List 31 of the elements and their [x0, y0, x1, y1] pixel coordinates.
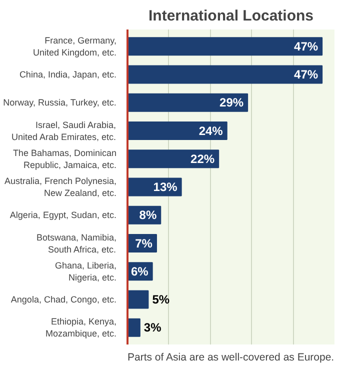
bar	[128, 318, 140, 337]
data-label: 47%	[294, 68, 318, 82]
y-tick-label: Norway, Russia, Turkey, etc.	[3, 98, 116, 108]
y-tick-label: France, Germany, United Kingdom, etc.	[32, 35, 117, 58]
data-label: 13%	[153, 180, 178, 194]
text: Parts of Asia are as well-covered as Europe.	[128, 352, 334, 364]
bar	[128, 93, 248, 112]
chart-title: International Locations	[148, 8, 314, 24]
y-tick-label: The Bahamas, Dominican Republic, Jamaica, etc.	[12, 148, 117, 170]
y-tick-label: Algeria, Egypt, Sudan, etc.	[10, 210, 117, 220]
y-tick-label: Australia, French Polynesia, New Zealand, etc.	[4, 176, 117, 198]
data-label: 29%	[220, 96, 244, 110]
data-label: 3%	[144, 320, 162, 335]
data-label: 7%	[135, 236, 153, 250]
y-tick-label: China, India, Japan, etc.	[19, 70, 116, 80]
y-tick-label: Ethiopia, Kenya, Mozambique, etc.	[45, 316, 117, 339]
data-label: 47%	[294, 39, 318, 54]
data-label: 5%	[152, 292, 170, 306]
data-label: 24%	[198, 124, 224, 138]
bar	[128, 122, 228, 140]
data-label: 22%	[190, 152, 215, 166]
y-tick-label: Botswana, Namibia, South Africa, etc.	[36, 232, 117, 254]
bar	[128, 290, 149, 309]
data-label: 8%	[139, 208, 157, 222]
data-label: 6%	[130, 264, 149, 278]
bar	[128, 37, 323, 56]
y-tick-label: Israel, Saudi Arabia, United Arab Emirates, etc.	[11, 120, 116, 142]
y-tick-label: Ghana, Liberia, Nigeria, etc.	[54, 260, 117, 282]
bar	[128, 65, 323, 84]
y-tick-label: Angola, Chad, Congo, etc.	[10, 294, 117, 304]
bar	[128, 150, 220, 168]
